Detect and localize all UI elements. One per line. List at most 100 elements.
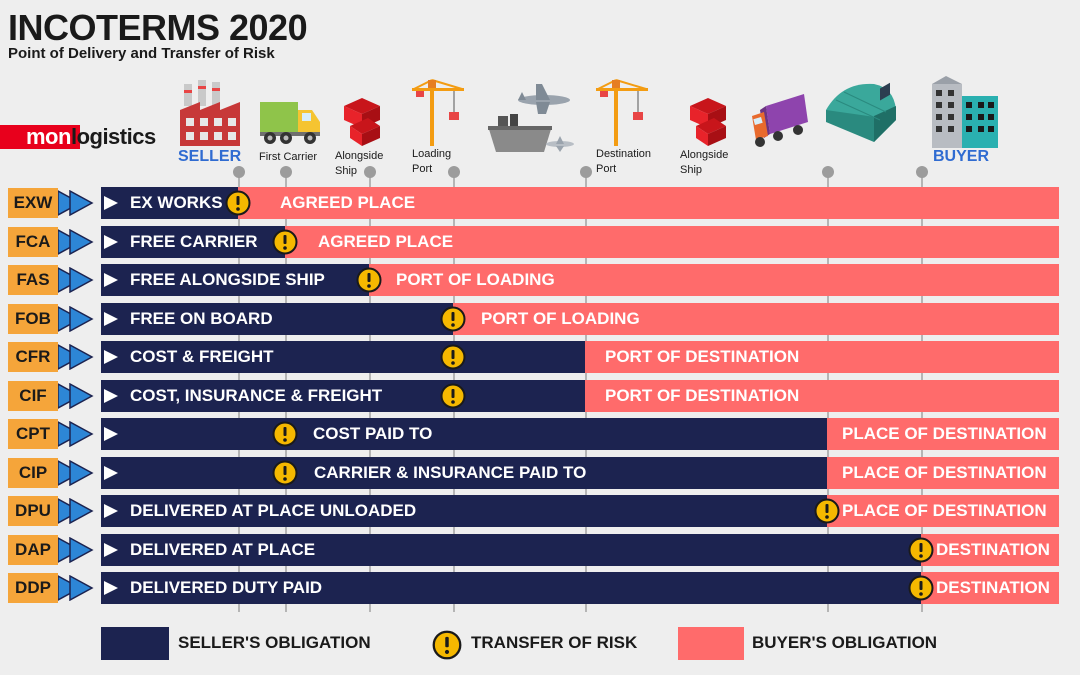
stop-label-loading-port: Loading Port <box>412 148 452 175</box>
transfer-of-risk-icon <box>440 383 466 408</box>
transfer-of-risk-icon <box>908 537 934 562</box>
buyer-obligation-bar <box>238 187 1059 219</box>
buyer-obligation-bar <box>827 495 1059 527</box>
transfer-of-risk-icon <box>440 306 466 331</box>
buyer-obligation-label: PORT OF LOADING <box>396 270 555 289</box>
buyer-obligation-bar <box>827 456 1059 489</box>
seller-obligation-bar <box>101 572 921 604</box>
logo-text-logistics: logistics <box>70 124 156 149</box>
start-arrow-icon <box>104 388 118 403</box>
legend-buyer-label: BUYER'S OBLIGATION <box>752 633 938 652</box>
truck-icon <box>260 102 320 144</box>
seller-obligation-label: COST & FREIGHT <box>130 347 274 366</box>
tick-dot <box>916 166 928 178</box>
double-arrow-icon <box>58 305 94 332</box>
ship-plane-icon <box>488 84 574 152</box>
transfer-of-risk-icon <box>225 190 251 216</box>
stop-label-destination-port: Destination Port <box>596 148 652 175</box>
double-arrow-icon <box>58 421 94 447</box>
building-icon <box>932 76 998 148</box>
start-arrow-icon <box>104 311 118 326</box>
seller-obligation-label: CARRIER & INSURANCE PAID TO <box>314 462 587 482</box>
seller-obligation-label: FREE ON BOARD <box>130 308 273 328</box>
tick-dot <box>280 166 292 178</box>
double-arrow-icon <box>58 190 94 216</box>
seller-obligation-label: COST PAID TO <box>313 424 433 443</box>
seller-obligation-bar <box>101 379 585 412</box>
tick-dot <box>233 166 245 178</box>
crane-icon <box>412 79 464 146</box>
seller-obligation-bar <box>101 341 585 373</box>
crane-icon <box>596 79 648 146</box>
incoterm-code: EXW <box>8 188 58 218</box>
buyer-obligation-label: DESTINATION <box>936 539 1050 559</box>
stop-label-first-carrier: First Carrier <box>259 151 318 163</box>
logo-red-bar <box>0 125 80 149</box>
double-arrow-icon <box>58 536 94 563</box>
double-arrow-icon <box>58 459 94 486</box>
factory-icon <box>180 80 240 146</box>
start-arrow-icon <box>104 350 118 364</box>
seller-obligation-label: EX WORKS <box>130 193 223 212</box>
stop-label-alongside-ship-dest: Alongside Ship <box>680 149 729 176</box>
start-arrow-icon <box>104 581 118 595</box>
transfer-of-risk-icon <box>440 344 466 370</box>
double-arrow-icon <box>58 498 94 524</box>
double-arrow-icon <box>58 575 94 601</box>
buyer-obligation-label: PORT OF LOADING <box>481 308 640 328</box>
buyer-obligation-label: AGREED PLACE <box>318 231 454 251</box>
buyer-obligation-bar <box>921 533 1059 566</box>
seller-obligation-bar <box>101 187 238 219</box>
incoterm-row-cpt: CPT COST PAID TO PLACE OF DESTINATION <box>0 418 1080 450</box>
buyer-obligation-label: PORT OF DESTINATION <box>605 385 800 405</box>
seller-obligation-bar <box>101 456 827 489</box>
buyer-obligation-bar <box>285 225 1059 258</box>
incoterm-code: CIF <box>8 380 58 411</box>
page-title: INCOTERMS 2020 <box>8 7 308 48</box>
seller-obligation-bar <box>101 495 827 527</box>
tick-dot <box>364 166 376 178</box>
seller-obligation-bar <box>101 533 921 566</box>
tick-dot <box>580 166 592 178</box>
start-arrow-icon <box>104 273 118 287</box>
incoterm-code: CPT <box>8 419 58 449</box>
incoterm-code: FAS <box>8 265 58 295</box>
double-arrow-icon <box>58 382 94 409</box>
incoterm-row-fas: FAS FREE ALONGSIDE SHIP PORT OF LOADING <box>0 264 1080 296</box>
start-arrow-icon <box>104 504 118 518</box>
buyer-obligation-bar <box>369 264 1059 296</box>
seller-obligation-bar <box>101 264 369 296</box>
seller-obligation-bar <box>101 302 453 335</box>
incoterm-code: FOB <box>8 303 58 334</box>
seller-obligation-label: FREE ALONGSIDE SHIP <box>130 270 325 289</box>
incoterm-code: DAP <box>8 534 58 565</box>
double-arrow-icon <box>58 344 94 370</box>
monlogistics-logo: monlogistics <box>0 122 175 152</box>
incoterm-row-exw: EXW EX WORKS AGREED PLACE <box>0 187 1080 219</box>
truck-icon <box>752 94 808 147</box>
transfer-of-risk-icon <box>272 421 298 447</box>
buyer-obligation-bar <box>585 379 1059 412</box>
tick-dot <box>448 166 460 178</box>
buyer-obligation-label: PLACE OF DESTINATION <box>842 424 1047 443</box>
buyer-obligation-label: AGREED PLACE <box>280 193 416 212</box>
transfer-of-risk-icon <box>356 267 382 293</box>
legend-risk-icon <box>432 630 462 660</box>
warehouse-icon <box>826 82 896 142</box>
incoterm-code: DDP <box>8 573 58 603</box>
double-arrow-icon <box>58 228 94 255</box>
transfer-of-risk-icon <box>814 498 840 524</box>
seller-obligation-label: DELIVERED AT PLACE UNLOADED <box>130 501 417 520</box>
incoterm-row-fob: FOB FREE ON BOARD PORT OF LOADING <box>0 302 1080 335</box>
seller-obligation-label: DELIVERED DUTY PAID <box>130 578 323 597</box>
incoterm-row-cif: CIF COST, INSURANCE & FREIGHT PORT OF DEST… <box>0 379 1080 412</box>
incoterm-code: FCA <box>8 226 58 257</box>
start-arrow-icon <box>104 542 118 557</box>
incoterm-code: DPU <box>8 496 58 526</box>
legend-seller-label: SELLER'S OBLIGATION <box>178 633 371 652</box>
start-arrow-icon <box>104 234 118 249</box>
double-arrow-icon <box>58 267 94 293</box>
transfer-of-risk-icon <box>272 229 298 254</box>
start-arrow-icon <box>104 427 118 441</box>
incoterm-row-cip: CIP CARRIER & INSURANCE PAID TO PLACE OF D… <box>0 456 1080 489</box>
